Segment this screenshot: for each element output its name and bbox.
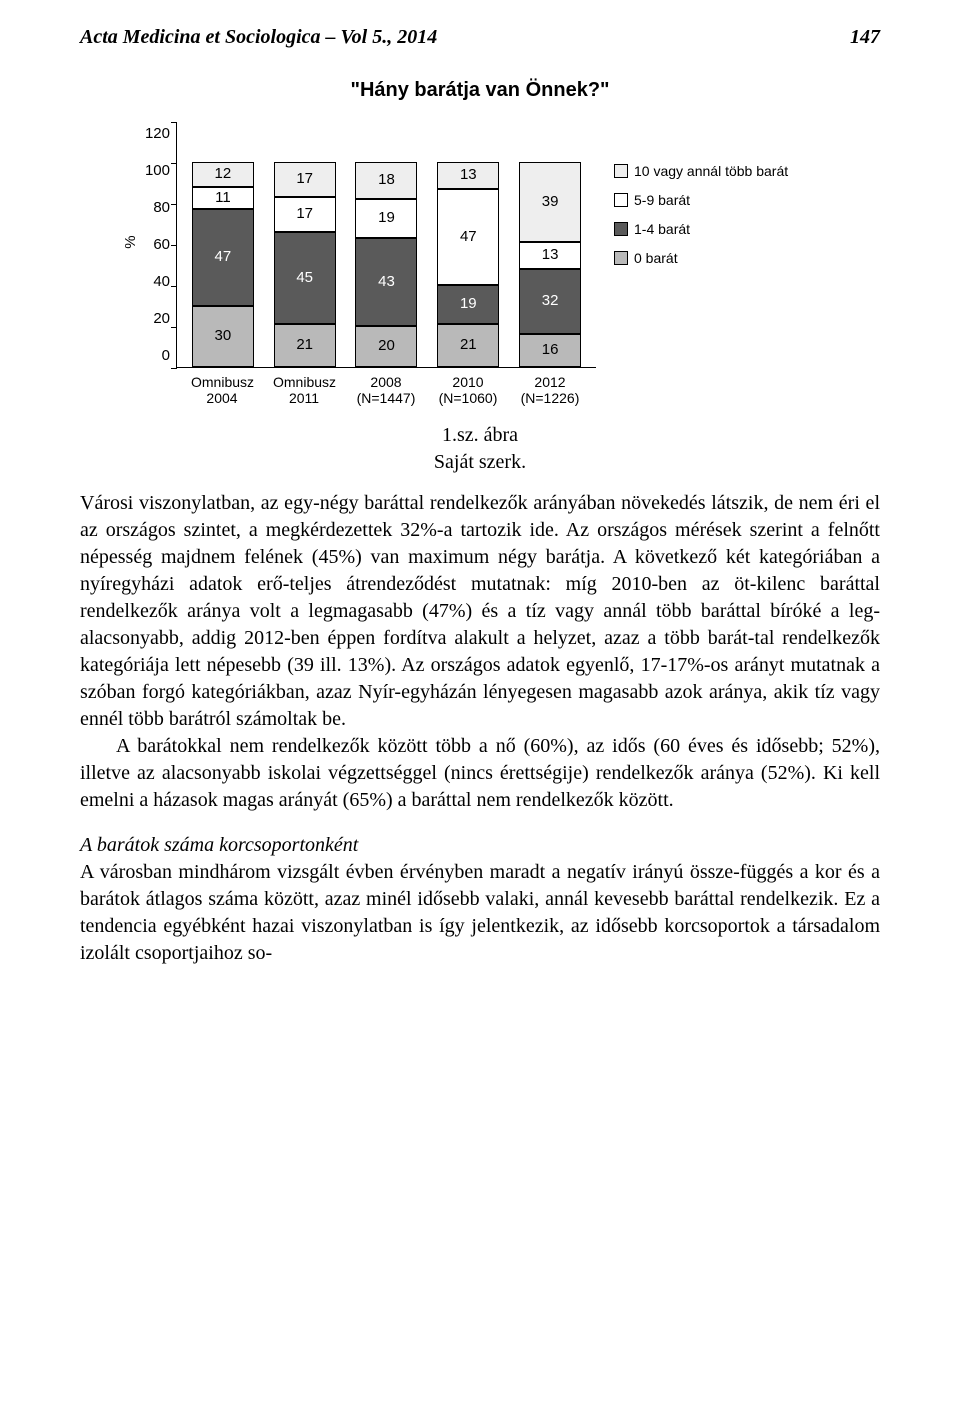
figure-source: Saját szerk.	[80, 449, 880, 476]
bar-segment: 47	[192, 209, 254, 305]
chart-area: % 120100806040200 3047111221451717204319…	[120, 122, 840, 406]
legend-swatch	[614, 164, 628, 178]
bar-column: 20431918	[355, 162, 417, 367]
figure-caption: 1.sz. ábra Saját szerk.	[80, 422, 880, 476]
bar-segment: 39	[519, 162, 581, 242]
chart-title: "Hány barátja van Önnek?"	[120, 77, 840, 104]
legend-label: 1-4 barát	[634, 220, 690, 239]
y-tick-label: 120	[142, 124, 170, 144]
bar-segment: 30	[192, 306, 254, 368]
legend-swatch	[614, 222, 628, 236]
page-number: 147	[850, 24, 880, 51]
bar-segment: 16	[519, 334, 581, 367]
bar-column: 21194713	[437, 162, 499, 367]
legend-label: 10 vagy annál több barát	[634, 162, 788, 181]
bar-segment: 17	[274, 197, 336, 232]
y-tick-label: 100	[142, 161, 170, 181]
bar-segment: 21	[274, 324, 336, 367]
y-axis-label: %	[121, 231, 141, 253]
y-tick-label: 0	[142, 346, 170, 366]
section-subhead: A barátok száma korcsoportonként	[80, 832, 880, 859]
journal-title: Acta Medicina et Sociologica – Vol 5., 2…	[80, 24, 437, 51]
figure-number: 1.sz. ábra	[80, 422, 880, 449]
y-tick-label: 40	[142, 272, 170, 292]
bar-segment: 13	[437, 162, 499, 189]
x-tick-label: 2010 (N=1060)	[437, 374, 499, 406]
legend-label: 5-9 barát	[634, 191, 690, 210]
legend-swatch	[614, 251, 628, 265]
bar-segment: 19	[355, 199, 417, 238]
bar-segment: 21	[437, 324, 499, 367]
bar-column: 16321339	[519, 162, 581, 367]
bar-segment: 13	[519, 242, 581, 269]
bar-segment: 17	[274, 162, 336, 197]
bar-segment: 19	[437, 285, 499, 324]
bar-segment: 43	[355, 238, 417, 326]
legend-swatch	[614, 193, 628, 207]
chart-plot: 3047111221451717204319182119471316321339	[176, 122, 596, 368]
chart-container: "Hány barátja van Önnek?" % 120100806040…	[120, 77, 840, 406]
bar-segment: 20	[355, 326, 417, 367]
x-tick-label: Omnibusz 2004	[191, 374, 253, 406]
legend-label: 0 barát	[634, 249, 678, 268]
legend-item: 1-4 barát	[614, 220, 788, 239]
y-tick-label: 60	[142, 235, 170, 255]
x-tick-label: 2012 (N=1226)	[519, 374, 581, 406]
body-paragraph-1: Városi viszonylatban, az egy-négy barátt…	[80, 490, 880, 733]
page-header: Acta Medicina et Sociologica – Vol 5., 2…	[80, 24, 880, 51]
y-tick-label: 80	[142, 198, 170, 218]
bar-segment: 12	[192, 162, 254, 187]
x-axis-labels: Omnibusz 2004 Omnibusz 2011 2008 (N=1447) 2…	[176, 368, 596, 406]
legend-item: 10 vagy annál több barát	[614, 162, 788, 181]
y-tick-label: 20	[142, 309, 170, 329]
bar-segment: 32	[519, 269, 581, 335]
legend-item: 0 barát	[614, 249, 788, 268]
bar-column: 30471112	[192, 162, 254, 367]
legend-item: 5-9 barát	[614, 191, 788, 210]
bar-column: 21451717	[274, 162, 336, 367]
bar-segment: 45	[274, 232, 336, 324]
plot-outer: 3047111221451717204319182119471316321339…	[176, 122, 596, 406]
chart-legend: 10 vagy annál több barát 5-9 barát 1-4 bar…	[614, 162, 788, 268]
bar-segment: 47	[437, 189, 499, 285]
x-tick-label: Omnibusz 2011	[273, 374, 335, 406]
bar-segment: 11	[192, 187, 254, 210]
body-paragraph-2: A barátokkal nem rendelkezők között több…	[80, 733, 880, 814]
x-tick-label: 2008 (N=1447)	[355, 374, 417, 406]
bar-segment: 18	[355, 162, 417, 199]
body-paragraph-3: A városban mindhárom vizsgált évben érvé…	[80, 859, 880, 967]
